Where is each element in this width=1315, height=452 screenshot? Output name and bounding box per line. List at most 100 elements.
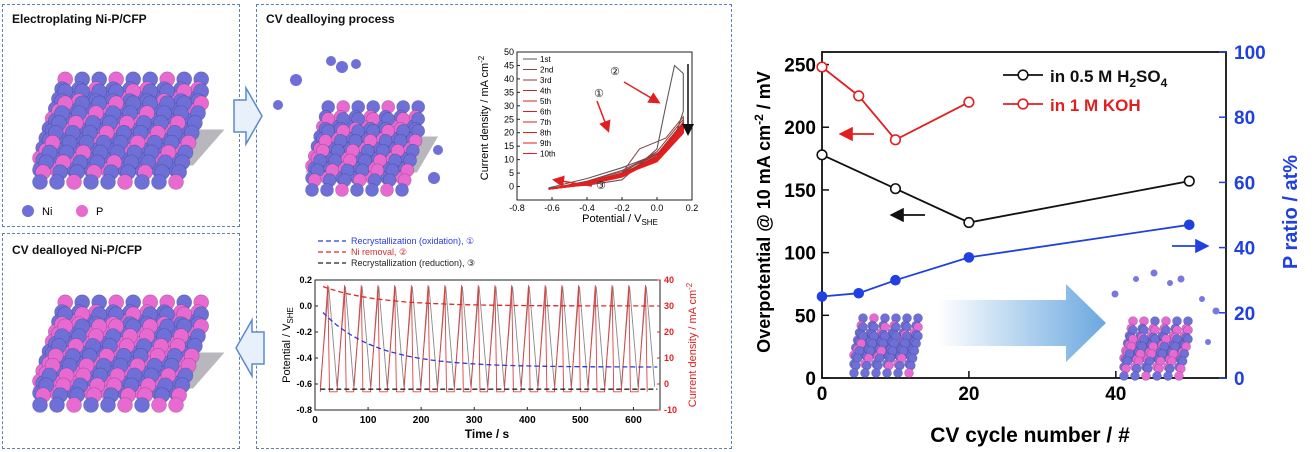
cv-y-tick-label: 15 <box>504 141 514 151</box>
ni-atom <box>100 174 116 190</box>
cv-y-tick-label: 40 <box>504 74 514 84</box>
main-left-y-axis-label: Overpotential @ 10 mA cm-2 / mV <box>752 71 774 353</box>
ni-atom <box>83 397 99 413</box>
main-legend-label: in 0.5 M H2SO4 <box>1050 67 1168 90</box>
time-left-y-tick-label: 0.2 <box>299 275 312 285</box>
main-series-point <box>963 216 975 229</box>
main-series-point <box>890 274 901 286</box>
ni-atom <box>320 183 334 197</box>
ni-atom <box>849 368 859 378</box>
cv-y-tick-label: 5 <box>509 168 514 178</box>
cv-series-1st <box>548 64 684 189</box>
dealloyed-title: CV dealloyed Ni-P/CFP <box>12 243 143 257</box>
cv-legend-label: 1st <box>540 55 551 64</box>
ni-atom <box>395 183 409 197</box>
main-right-y-axis-label: P ratio / at% <box>1280 155 1302 269</box>
ni-atom <box>305 183 319 197</box>
p-atom <box>380 183 394 197</box>
time-left-y-axis-label: Potential / VSHE <box>281 307 295 383</box>
small-initial-cube-illustration <box>849 313 923 378</box>
time-right-y-tick-label: 20 <box>664 327 674 337</box>
p-atom <box>1174 371 1184 381</box>
time-x-tick-label: 600 <box>625 415 642 426</box>
current-series <box>319 285 648 393</box>
main-series-point <box>963 252 975 263</box>
time-right-y-tick-label: 40 <box>664 275 674 285</box>
cv-legend-label: 6th <box>540 108 551 117</box>
main-left-y-tick-label: 50 <box>795 306 816 327</box>
main-series-line <box>821 223 1190 298</box>
ni-atom <box>134 174 150 190</box>
time-x-tick-label: 0 <box>312 415 318 426</box>
cv-y-axis-label: Current density / mA cm-2 <box>477 55 491 180</box>
dissolving-atoms <box>273 56 443 184</box>
main-x-tick-label: 0 <box>817 384 828 405</box>
ni-atom <box>49 174 65 190</box>
time-legend-label: Recrystallization (reduction), ③ <box>351 258 475 268</box>
ni-atom <box>365 183 379 197</box>
annotation-arrow-1 <box>596 100 611 133</box>
main-left-y-tick-label: 150 <box>784 181 816 202</box>
time-left-y-tick-label: -0.6 <box>296 379 312 389</box>
cv-y-tick-label: 25 <box>504 114 514 124</box>
cv-y-tick-label: 35 <box>504 87 514 97</box>
time-x-tick-label: 300 <box>466 415 483 426</box>
time-legend-label: Recrystallization (oxidation), ① <box>351 236 474 246</box>
time-right-y-tick-label: 10 <box>664 353 674 363</box>
main-right-y-tick-label: 0 <box>1234 369 1245 390</box>
main-series-line <box>821 66 970 141</box>
removal-trend-line <box>322 285 658 307</box>
p-atom <box>168 174 184 190</box>
ni-atom <box>49 397 65 413</box>
transition-big-arrow <box>938 284 1106 362</box>
p-atom <box>335 183 349 197</box>
annotation-3: ③ <box>596 180 606 192</box>
small-dealloyed-cube-illustration <box>1119 316 1193 381</box>
ni-legend-marker <box>22 205 34 217</box>
main-series-point <box>816 149 828 161</box>
cv-y-tick-label: 20 <box>504 128 514 138</box>
time-x-tick-label: 100 <box>360 415 377 426</box>
main-x-axis-label: CV cycle number / # <box>930 424 1130 447</box>
ni-atom <box>32 174 48 190</box>
ni-atom <box>1119 371 1129 381</box>
cv-legend-label: 5th <box>540 97 551 106</box>
left-block-arrow <box>235 317 265 379</box>
cv-x-tick-label: -0.6 <box>544 203 560 213</box>
cv-x-axis-label: Potential / VSHE <box>582 213 658 227</box>
ni-atom <box>1152 371 1162 381</box>
p-atom <box>66 174 82 190</box>
main-x-tick-label: 20 <box>958 384 979 405</box>
cv-y-tick-label: 10 <box>504 155 514 165</box>
main-series-point <box>1183 219 1195 231</box>
main-right-y-tick-label: 60 <box>1234 173 1255 194</box>
cv-legend-label: 7th <box>540 118 551 127</box>
dealloying-title: CV dealloying process <box>266 12 395 26</box>
cv-annotations: ① ② ③ <box>552 64 694 192</box>
main-series-point <box>853 287 865 299</box>
time-right-y-tick-label: 30 <box>664 301 674 311</box>
ni-legend-label: Ni <box>42 206 52 218</box>
ni-atom <box>83 174 99 190</box>
cv-y-tick-label: 30 <box>504 101 514 111</box>
ni-atom <box>1130 371 1140 381</box>
cv-legend-label: 4th <box>540 87 551 96</box>
cv-y-tick-label: 45 <box>504 60 514 70</box>
main-series-point <box>816 291 828 302</box>
main-series-point <box>963 96 975 108</box>
electroplating-title: Electroplating Ni-P/CFP <box>12 12 147 26</box>
main-legend-marker <box>1017 69 1029 81</box>
ni-atom <box>871 368 881 378</box>
time-left-y-tick-label: -0.2 <box>296 327 312 337</box>
time-right-y-axis-label: Current density / mA cm-2 <box>685 282 699 407</box>
cv-x-tick-label: -0.2 <box>614 203 630 213</box>
time-right-y-tick-label: -10 <box>664 405 677 415</box>
p-atom <box>1141 371 1151 381</box>
main-x-tick-label: 40 <box>1105 384 1126 405</box>
main-series-line <box>821 153 1190 224</box>
main-legend-label: in 1 M KOH <box>1050 96 1141 115</box>
main-legend-marker <box>1017 98 1029 110</box>
main-series-point <box>816 61 828 73</box>
